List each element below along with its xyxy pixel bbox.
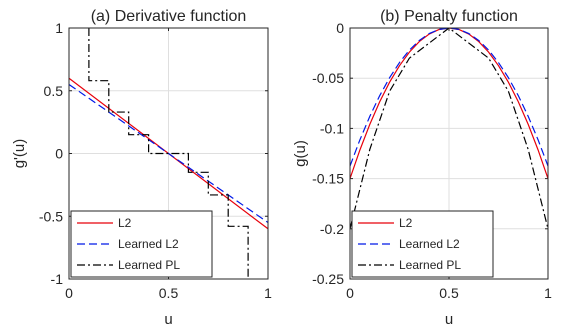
legend-label: L2 [399,216,413,230]
series-line-learned-pl [350,28,548,229]
x-tick-label: 1 [264,285,272,301]
chart-panel-2: 0 0.5 1 -0.25 -0.2 -0.15 -0.1 -0.05 0 (b) Penalty… [292,8,552,328]
legend-label: Learned PL [118,258,180,272]
y-tick-label: -0.15 [312,171,344,187]
series-line-l2 [350,28,548,179]
y-tick-label: 0.5 [44,83,64,99]
y-tick-label: -0.25 [312,271,344,287]
x-tick-label: 1 [544,285,552,301]
y-tick-label: -1 [51,271,64,287]
y-tick-label: 0 [55,146,63,162]
legend-label: Learned L2 [399,237,460,251]
legend: L2 Learned L2 Learned PL [351,210,494,278]
legend-label: Learned L2 [118,237,179,251]
x-axis-label: u [164,311,172,328]
chart-title: (b) Penalty function [380,8,518,25]
axes-box [68,27,269,280]
x-tick-label: 0.5 [159,285,179,301]
legend-label: Learned PL [399,258,461,272]
series-line-learned-pl [88,28,249,279]
axes-box [349,27,549,280]
chart-title: (a) Derivative function [91,8,247,25]
y-axis-label: g(u) [292,140,309,167]
x-tick-label: 0 [346,285,354,301]
y-tick-label: -0.2 [320,221,344,237]
series-line-learned-l2 [69,83,268,224]
y-tick-label: -0.5 [39,208,63,224]
series-line-learned-l2 [350,28,548,167]
y-tick-label: 1 [55,20,63,36]
x-tick-label: 0.5 [439,285,459,301]
y-tick-label: -0.1 [320,120,344,136]
legend-label: L2 [118,216,132,230]
x-tick-label: 0 [65,285,73,301]
y-tick-label: -0.05 [312,70,344,86]
x-axis-label: u [445,311,453,328]
y-axis-label: g'(u) [11,139,28,169]
series-group [350,28,548,229]
y-tick-label: 0 [336,20,344,36]
chart-panel-1: 0 0.5 1 -1 -0.5 0 0.5 1 (a) Derivative function u… [11,8,272,328]
legend: L2 Learned L2 Learned PL [70,210,213,278]
series-group [69,28,268,279]
